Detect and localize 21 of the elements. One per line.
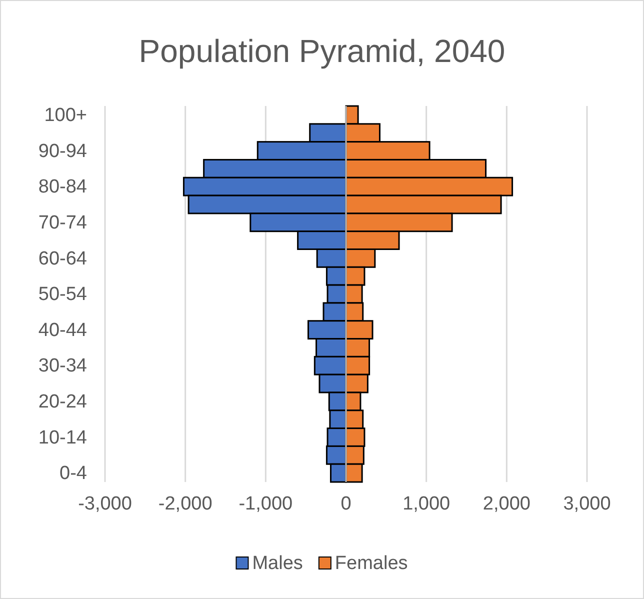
y-tick-label: 50-54 — [38, 284, 88, 306]
y-tick-label: 40-44 — [38, 320, 88, 341]
x-tick-label: -2,000 — [158, 493, 212, 514]
y-tick-label: 20-24 — [38, 392, 88, 413]
y-tick-label: 0-4 — [60, 463, 88, 484]
legend-label: Males — [252, 553, 303, 574]
y-tick-label: 100+ — [44, 105, 87, 126]
y-tick-label: 80-84 — [38, 176, 88, 198]
y-tick-label: 10-14 — [38, 427, 88, 448]
x-tick-label: -1,000 — [238, 493, 293, 514]
x-tick-label: 0 — [340, 493, 352, 514]
x-tick-label: 3,000 — [563, 493, 611, 514]
x-tick-label: -3,000 — [78, 493, 132, 514]
y-tick-label: 30-34 — [38, 356, 88, 377]
y-tick-label: 70-74 — [38, 212, 88, 234]
x-tick-label: 2,000 — [482, 493, 530, 514]
y-tick-label: 60-64 — [38, 248, 88, 270]
y-tick-label: 90-94 — [38, 140, 88, 162]
chart-title: Population Pyramid, 2040 — [138, 33, 506, 69]
legend-label: Females — [334, 553, 408, 574]
x-tick-label: 1,000 — [402, 493, 450, 514]
